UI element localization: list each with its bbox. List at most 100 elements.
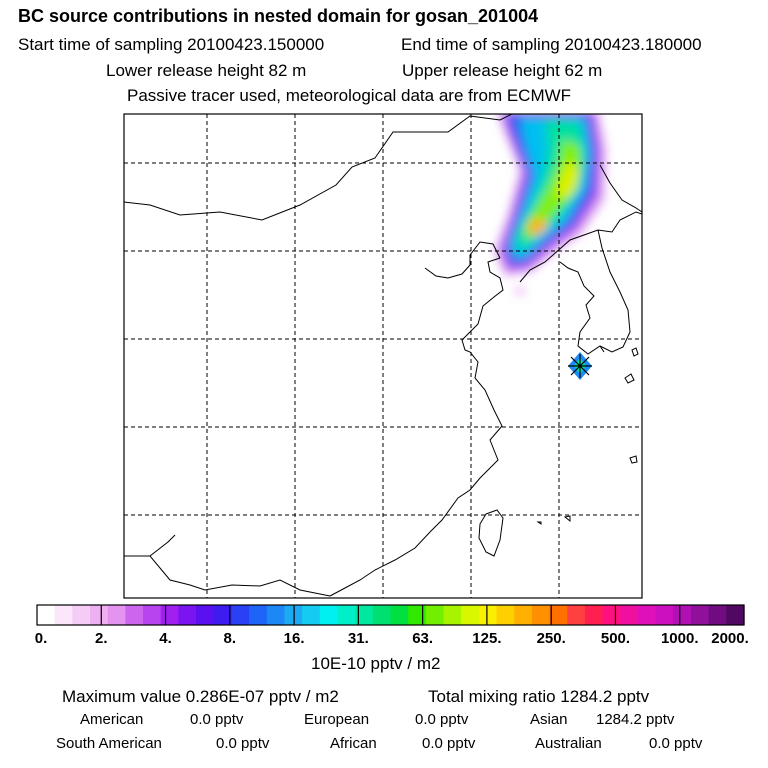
colorbar-swatch — [196, 605, 215, 625]
colorbar-swatch — [302, 605, 321, 625]
colorbar-swatch — [390, 605, 409, 625]
taiwan-island — [478, 509, 504, 557]
maximum-value-label: Maximum value 0.286E-07 pptv / m2 — [62, 687, 339, 706]
upper-release-height-label: Upper release height 62 m — [402, 61, 603, 80]
colorbar-frame — [36, 604, 745, 626]
colorbar-swatch — [478, 605, 498, 625]
colorbar-label: 2000. — [711, 630, 749, 647]
colorbar-label: 8. — [223, 630, 237, 647]
island-bit — [536, 521, 542, 525]
concentration-plume — [495, 114, 606, 294]
colorbar-label: 63. — [412, 630, 434, 647]
colorbar-swatch — [355, 605, 374, 625]
okinawa-isle — [563, 515, 571, 523]
lower-release-height-label: Lower release height 82 m — [106, 61, 307, 80]
region-name-asian: Asian — [530, 711, 568, 728]
colorbar-swatch — [602, 605, 621, 625]
coast-bohai — [329, 257, 504, 597]
colorbar-swatch — [531, 605, 551, 625]
colorbar-swatch — [690, 605, 710, 625]
colorbar-swatch — [637, 605, 657, 625]
korea-peninsula — [559, 229, 631, 355]
colorbar-swatch — [231, 605, 250, 625]
japan-isle-1 — [624, 373, 635, 384]
colorbar-swatch — [549, 605, 568, 625]
colorbar-swatch — [107, 605, 126, 625]
colorbar-swatch — [584, 605, 604, 625]
ryukyu-isle — [629, 455, 638, 464]
colorbar-label: 500. — [600, 630, 631, 647]
colorbar-swatch — [319, 605, 339, 625]
colorbar-label: 2. — [95, 630, 108, 647]
colorbar-swatch — [213, 605, 233, 625]
colorbar-swatch — [72, 605, 91, 625]
colorbar-swatch — [514, 605, 533, 625]
start-time-label: Start time of sampling 20100423.150000 — [18, 35, 325, 54]
colorbar-swatch — [178, 605, 197, 625]
colorbar-label: 31. — [347, 630, 369, 647]
total-mixing-ratio-label: Total mixing ratio 1284.2 pptv — [428, 687, 650, 706]
colorbar-label: 0. — [34, 630, 48, 647]
receptor-marker — [568, 352, 592, 380]
region-name-south-american: South American — [56, 735, 162, 752]
map-area — [124, 114, 642, 598]
colorbar-swatch — [143, 605, 162, 625]
coastlines — [124, 114, 642, 597]
colorbar-swatch — [620, 605, 639, 625]
colorbar-swatch — [408, 605, 427, 625]
colorbar-swatch — [673, 605, 692, 625]
colorbar-label: 125. — [472, 630, 502, 647]
region-value-american: 0.0 pptv — [190, 711, 244, 728]
region-name-european: European — [304, 711, 370, 728]
colorbar — [37, 605, 745, 625]
end-time-label: End time of sampling 20100423.180000 — [401, 35, 702, 54]
colorbar-unit: 10E-10 pptv / m2 — [311, 654, 441, 673]
japan-isle-2 — [631, 347, 639, 357]
colorbar-swatch — [160, 605, 180, 625]
tracer-note: Passive tracer used, meteorological data… — [127, 86, 572, 105]
colorbar-swatch — [443, 605, 462, 625]
border-northeast — [599, 164, 642, 213]
colorbar-label: 250. — [536, 630, 566, 647]
colorbar-swatch — [567, 605, 586, 625]
colorbar-swatch — [461, 605, 480, 625]
plume-layer-8 — [528, 218, 546, 236]
region-name-american: American — [80, 711, 144, 728]
plume-layer-7 — [556, 160, 578, 198]
colorbar-swatch — [726, 605, 745, 625]
hainan-coast — [124, 555, 331, 597]
colorbar-swatch — [249, 605, 268, 625]
colorbar-swatch — [425, 605, 445, 625]
region-name-african: African — [330, 735, 377, 752]
border-north — [124, 114, 514, 221]
colorbar-swatch — [655, 605, 674, 625]
colorbar-swatch — [266, 605, 286, 625]
lat-lon-grid — [124, 114, 642, 598]
colorbar-ticks — [100, 605, 681, 625]
colorbar-swatch — [496, 605, 515, 625]
colorbar-swatch — [37, 605, 56, 625]
region-value-south-american: 0.0 pptv — [216, 735, 270, 752]
coast-shandong — [424, 241, 501, 279]
region-value-african: 0.0 pptv — [422, 735, 476, 752]
colorbar-label: 1000. — [660, 630, 699, 647]
colorbar-label: 16. — [283, 630, 305, 647]
region-value-australian: 0.0 pptv — [649, 735, 703, 752]
colorbar-label: 4. — [159, 630, 172, 647]
region-value-asian: 1284.2 pptv — [596, 711, 675, 728]
map-title: BC source contributions in nested domain… — [18, 6, 539, 26]
region-value-european: 0.0 pptv — [415, 711, 469, 728]
colorbar-swatch — [337, 605, 356, 625]
colorbar-swatch — [372, 605, 392, 625]
map-frame — [123, 113, 643, 599]
region-name-australian: Australian — [535, 735, 602, 752]
receptor-cross-4 — [570, 356, 590, 376]
plume-speck — [516, 288, 524, 294]
colorbar-swatch — [708, 605, 727, 625]
colorbar-swatch — [90, 605, 109, 625]
colorbar-swatch — [125, 605, 144, 625]
colorbar-swatch — [54, 605, 73, 625]
border-southwest — [149, 534, 176, 557]
korea-south-coast — [599, 345, 605, 353]
